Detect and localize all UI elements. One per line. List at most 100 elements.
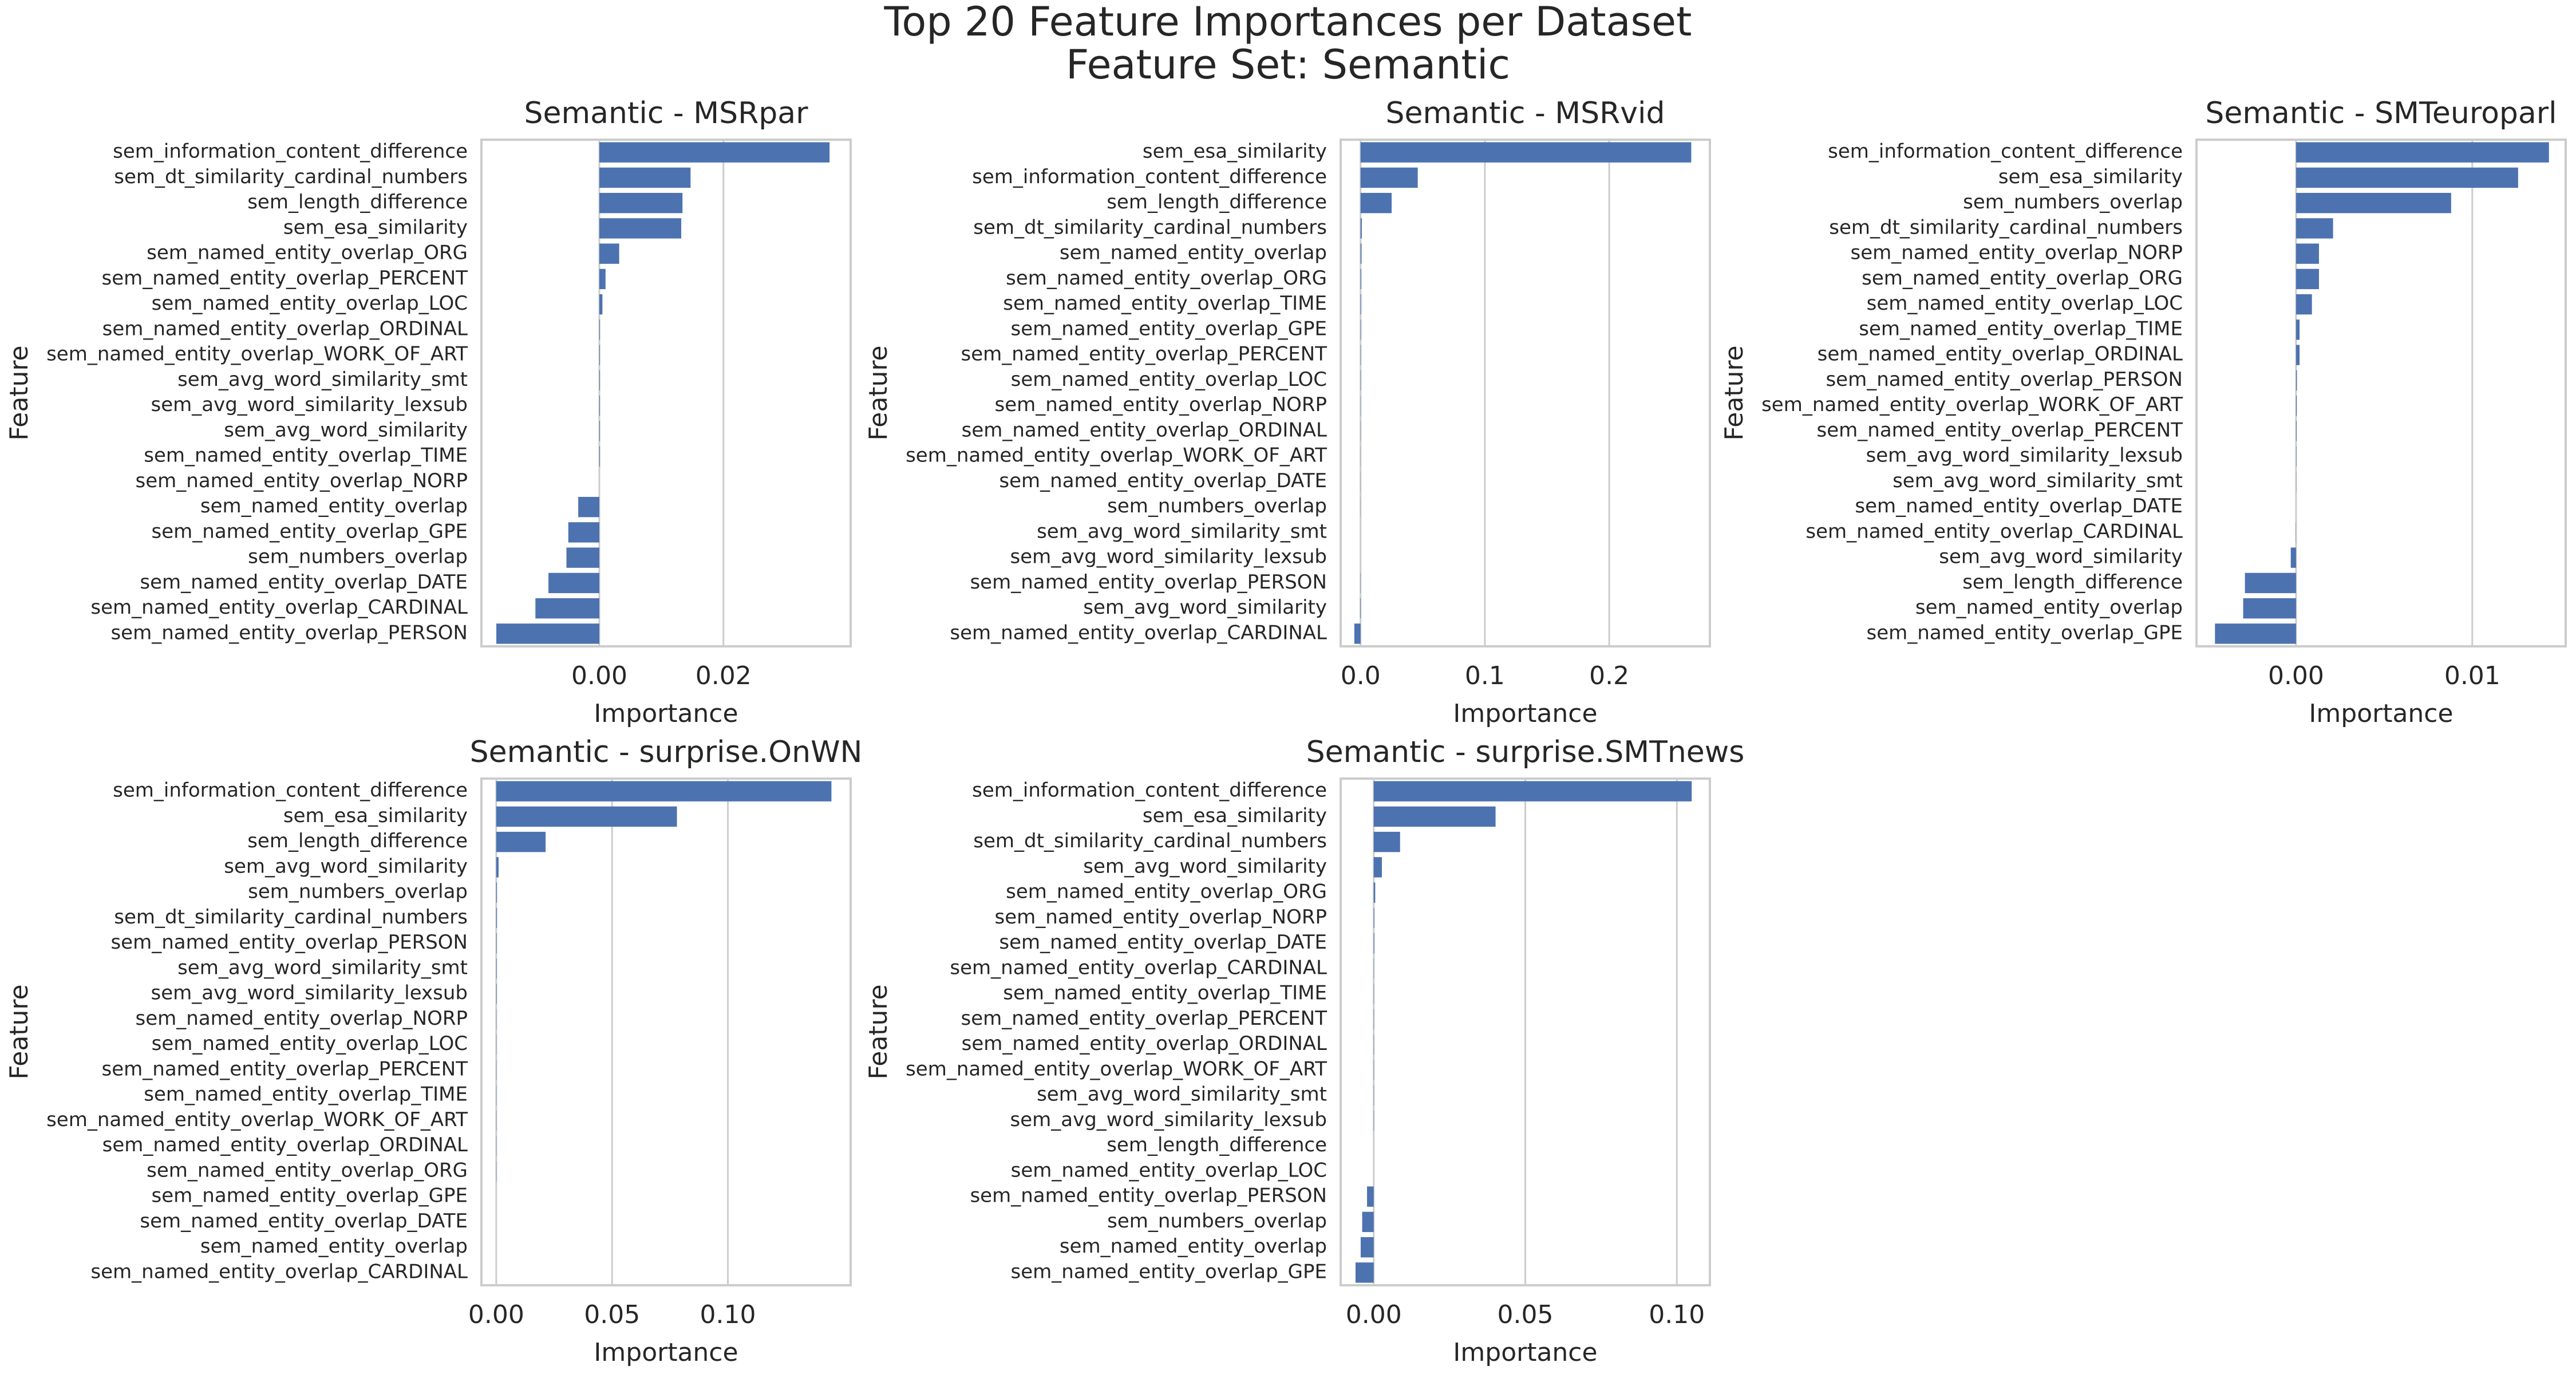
y-tick-label: sem_named_entity_overlap_PERSON xyxy=(110,621,468,644)
y-tick-label: sem_length_difference xyxy=(247,830,468,852)
y-tick-label: sem_named_entity_overlap_GPE xyxy=(1011,1260,1327,1283)
y-tick-label: sem_named_entity_overlap xyxy=(1060,1235,1327,1258)
y-tick-label: sem_named_entity_overlap xyxy=(1915,596,2183,619)
y-tick-label: sem_numbers_overlap xyxy=(1107,495,1327,518)
bar xyxy=(2296,218,2333,239)
y-tick-label: sem_avg_word_similarity_smt xyxy=(1893,469,2183,492)
bar xyxy=(496,857,499,878)
y-tick-label: sem_information_content_difference xyxy=(972,779,1327,802)
x-tick-label: 0.05 xyxy=(1498,1300,1554,1329)
y-tick-label: sem_esa_similarity xyxy=(283,216,468,239)
bar xyxy=(599,294,603,315)
bar xyxy=(599,142,830,163)
y-tick-label: sem_named_entity_overlap_ORG xyxy=(147,1159,468,1182)
y-tick-label: sem_avg_word_similarity xyxy=(1939,546,2183,568)
y-tick-label: sem_avg_word_similarity xyxy=(1083,855,1327,878)
y-tick-label: sem_named_entity_overlap_ORG xyxy=(1862,267,2183,290)
y-axis-label: Feature xyxy=(864,345,893,440)
y-tick-label: sem_named_entity_overlap_ORDINAL xyxy=(1818,343,2183,366)
y-tick-label: sem_avg_word_similarity_lexsub xyxy=(151,982,468,1005)
bar xyxy=(2243,598,2296,619)
y-tick-label: sem_dt_similarity_cardinal_numbers xyxy=(973,216,1327,239)
bar xyxy=(1373,831,1400,852)
bar xyxy=(599,345,600,365)
x-tick-label: 0.10 xyxy=(1649,1300,1705,1329)
x-tick-label: 0.0 xyxy=(1341,661,1381,690)
bar xyxy=(1362,1211,1374,1233)
figure-title: Top 20 Feature Importances per Dataset xyxy=(884,0,1692,45)
y-tick-label: sem_named_entity_overlap xyxy=(1060,242,1327,264)
y-tick-label: sem_esa_similarity xyxy=(1143,804,1327,827)
x-tick-label: 0.00 xyxy=(571,661,627,690)
y-tick-label: sem_named_entity_overlap xyxy=(200,495,468,518)
y-tick-label: sem_named_entity_overlap_DATE xyxy=(140,1210,468,1233)
bar xyxy=(2296,269,2319,290)
bar xyxy=(599,192,683,214)
bar xyxy=(1373,781,1692,802)
plot-frame xyxy=(480,139,852,647)
y-tick-label: sem_named_entity_overlap_ORG xyxy=(147,242,468,264)
bar xyxy=(599,218,682,239)
y-tick-label: sem_named_entity_overlap_CARDINAL xyxy=(90,1260,468,1283)
figure-subtitle: Feature Set: Semantic xyxy=(1066,41,1510,88)
y-tick-label: sem_avg_word_similarity_smt xyxy=(1037,1083,1327,1106)
bar xyxy=(599,395,600,416)
y-tick-label: sem_named_entity_overlap_DATE xyxy=(140,571,468,594)
bar xyxy=(599,446,600,467)
x-axis-label: Importance xyxy=(1453,699,1597,728)
x-tick-label: 0.02 xyxy=(696,661,752,690)
bar xyxy=(1360,598,1361,619)
y-tick-label: sem_named_entity_overlap_NORP xyxy=(136,469,468,492)
y-tick-label: sem_named_entity_overlap_DATE xyxy=(999,931,1327,954)
y-axis-label: Feature xyxy=(5,984,34,1079)
y-tick-label: sem_named_entity_overlap_LOC xyxy=(1011,368,1327,391)
bar xyxy=(496,882,497,903)
x-axis-label: Importance xyxy=(594,699,738,728)
y-tick-label: sem_avg_word_similarity_smt xyxy=(177,956,468,979)
bar xyxy=(2296,421,2297,441)
x-axis-label: Importance xyxy=(594,1338,738,1367)
bar xyxy=(2296,142,2549,163)
y-tick-label: sem_dt_similarity_cardinal_numbers xyxy=(114,165,468,188)
y-tick-label: sem_named_entity_overlap_PERCENT xyxy=(1817,418,2183,441)
bar xyxy=(2296,370,2297,391)
bar xyxy=(496,933,497,954)
bar xyxy=(2296,446,2297,467)
bar xyxy=(568,522,599,543)
y-tick-label: sem_information_content_difference xyxy=(113,140,468,163)
y-tick-label: sem_length_difference xyxy=(1107,1134,1327,1156)
y-tick-label: sem_named_entity_overlap_CARDINAL xyxy=(90,596,468,619)
y-tick-label: sem_avg_word_similarity_smt xyxy=(1037,520,1327,543)
y-tick-label: sem_esa_similarity xyxy=(1998,165,2183,188)
bar xyxy=(578,496,599,518)
y-axis-label: Feature xyxy=(864,984,893,1079)
y-tick-label: sem_esa_similarity xyxy=(283,804,468,827)
bar xyxy=(1360,167,1418,188)
y-tick-label: sem_named_entity_overlap_PERCENT xyxy=(961,1007,1327,1030)
chart-title: Semantic - MSRvid xyxy=(1386,96,1665,131)
y-tick-label: sem_named_entity_overlap_ORDINAL xyxy=(962,418,1327,441)
bar xyxy=(599,167,691,188)
bar xyxy=(2296,294,2312,315)
y-tick-label: sem_named_entity_overlap_PERSON xyxy=(970,571,1327,594)
bar xyxy=(1360,142,1692,163)
x-tick-label: 0.05 xyxy=(584,1300,640,1329)
y-tick-label: sem_named_entity_overlap_GPE xyxy=(1867,621,2183,644)
bar xyxy=(1367,1186,1374,1207)
y-tick-label: sem_named_entity_overlap_PERCENT xyxy=(102,1057,468,1080)
chart-title: Semantic - surprise.OnWN xyxy=(470,735,863,769)
x-axis-label: Importance xyxy=(2309,699,2453,728)
bar xyxy=(2296,192,2451,214)
bar xyxy=(535,598,599,619)
bar xyxy=(496,831,546,852)
bar xyxy=(2296,345,2300,365)
x-tick-label: 0.01 xyxy=(2444,661,2500,690)
y-tick-label: sem_named_entity_overlap_CARDINAL xyxy=(1805,520,2183,543)
y-tick-label: sem_numbers_overlap xyxy=(248,881,468,903)
y-tick-label: sem_numbers_overlap xyxy=(1963,191,2183,214)
bar xyxy=(2245,572,2296,594)
y-tick-label: sem_named_entity_overlap_TIME xyxy=(1859,317,2183,340)
y-tick-label: sem_information_content_difference xyxy=(972,165,1327,188)
